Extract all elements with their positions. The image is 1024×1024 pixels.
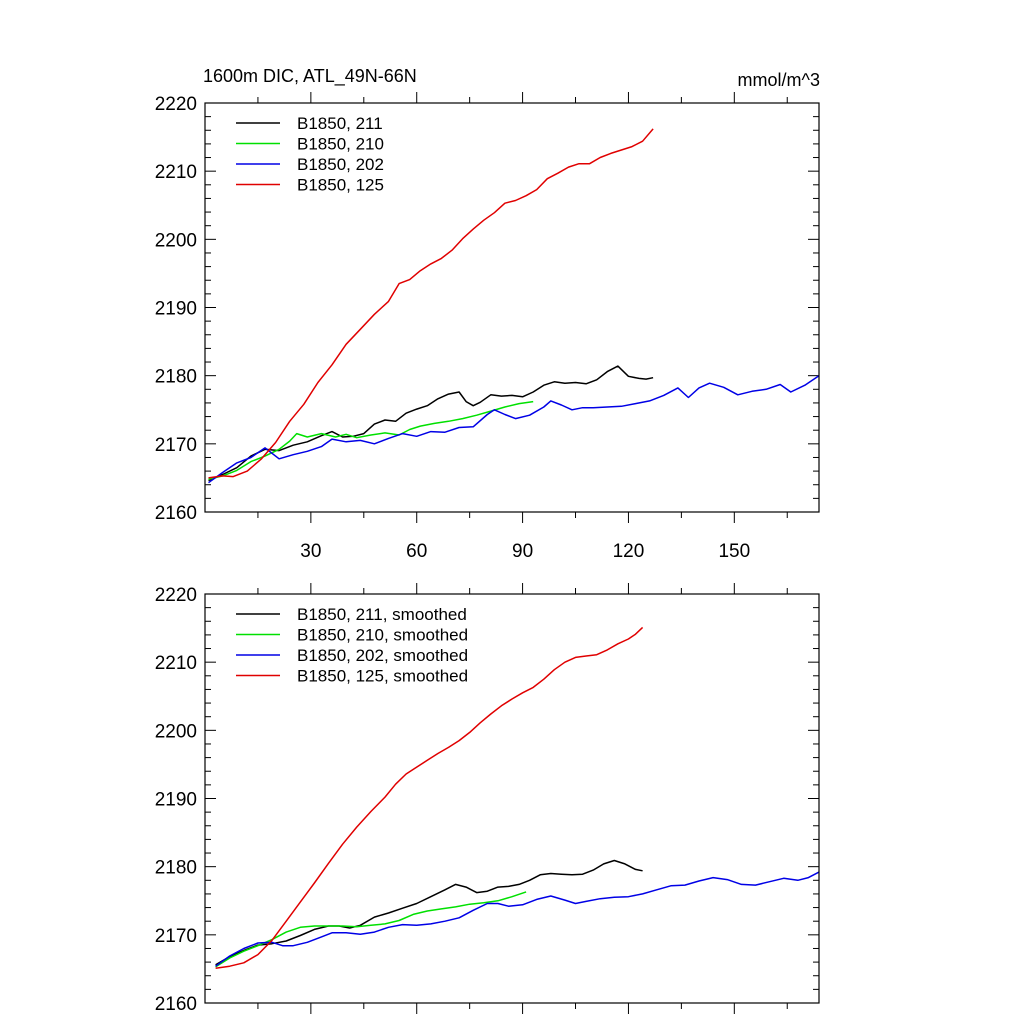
top-series-line-0 xyxy=(208,365,654,482)
bottom-series-line-2 xyxy=(215,871,820,967)
top-x-tick-label: 60 xyxy=(406,541,427,562)
top-series-line-1 xyxy=(208,400,534,481)
bottom-series-line-1 xyxy=(215,891,527,968)
top-chart-lines xyxy=(208,128,820,484)
top-x-tick-label: 150 xyxy=(718,541,750,562)
bottom-y-tick-label: 2160 xyxy=(155,994,197,1015)
bottom-series-line-3 xyxy=(215,626,644,969)
top-y-tick-label: 2160 xyxy=(155,503,197,524)
top-chart-units: mmol/m^3 xyxy=(738,70,820,90)
top-y-tick-label: 2200 xyxy=(155,230,197,251)
top-x-tick-label: 90 xyxy=(512,541,533,562)
bottom-legend-label-2: B1850, 202, smoothed xyxy=(297,646,468,665)
top-x-tick-label: 120 xyxy=(613,541,645,562)
top-series-line-3 xyxy=(208,128,654,479)
bottom-chart-panel: 2160 2170 2180 2190 2200 2210 2220 B1850, 211,… xyxy=(155,583,820,1015)
bottom-chart-legend: B1850, 211, smoothed B1850, 210, smoothed… xyxy=(236,605,468,686)
bottom-chart-lines xyxy=(215,626,820,969)
top-y-tick-label: 2180 xyxy=(155,367,197,388)
bottom-y-tick-label: 2220 xyxy=(155,585,197,606)
bottom-y-tick-label: 2190 xyxy=(155,790,197,811)
top-series-line-2 xyxy=(208,375,820,484)
bottom-series-line-0 xyxy=(215,859,643,966)
bottom-y-tick-label: 2200 xyxy=(155,721,197,742)
top-legend-label-3: B1850, 125 xyxy=(297,176,384,195)
top-y-tick-label: 2170 xyxy=(155,435,197,456)
top-y-tick-label: 2210 xyxy=(155,162,197,183)
bottom-y-tick-label: 2170 xyxy=(155,926,197,947)
top-y-tick-label: 2220 xyxy=(155,94,197,115)
top-y-tick-label: 2190 xyxy=(155,299,197,320)
bottom-chart-frame xyxy=(204,593,820,1004)
top-chart-title: 1600m DIC, ATL_49N-66N xyxy=(203,66,417,87)
bottom-legend-label-0: B1850, 211, smoothed xyxy=(297,605,467,624)
top-legend-label-1: B1850, 210 xyxy=(297,135,384,154)
top-chart-frame xyxy=(204,102,820,513)
bottom-y-tick-label: 2180 xyxy=(155,858,197,879)
bottom-y-tick-label: 2210 xyxy=(155,653,197,674)
top-chart-panel: 1600m DIC, ATL_49N-66N mmol/m^3 2160 2170… xyxy=(155,66,820,562)
top-legend-label-0: B1850, 211 xyxy=(297,114,383,133)
bottom-legend-label-3: B1850, 125, smoothed xyxy=(297,667,468,686)
top-x-tick-label: 30 xyxy=(300,541,321,562)
top-legend-label-2: B1850, 202 xyxy=(297,155,384,174)
top-chart-ticks: 2160 2170 2180 2190 2200 2210 2220 30 60 90 120 150 xyxy=(155,92,819,562)
bottom-legend-label-1: B1850, 210, smoothed xyxy=(297,626,468,645)
bottom-chart-ticks: 2160 2170 2180 2190 2200 2210 2220 xyxy=(155,583,819,1015)
